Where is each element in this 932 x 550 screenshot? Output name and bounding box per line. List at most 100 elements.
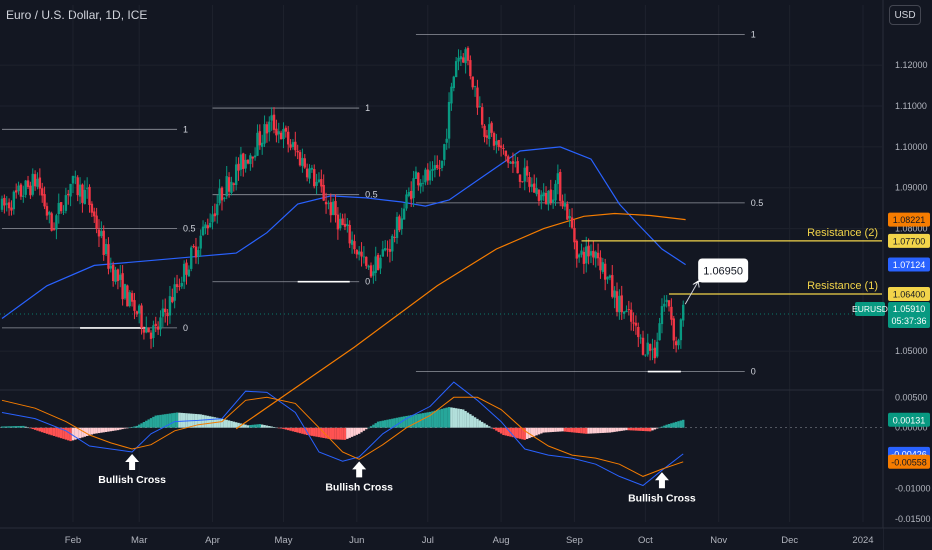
- macd-histogram-bar: [670, 423, 673, 428]
- macd-histogram-bar: [653, 427, 657, 430]
- currency-button[interactable]: USD: [889, 5, 921, 25]
- macd-histogram-bar: [497, 427, 500, 433]
- candle-body: [544, 192, 548, 204]
- macd-histogram-bar: [22, 425, 25, 428]
- fib-level-label: 1: [751, 29, 756, 39]
- time-tick-label: Jun: [349, 535, 364, 546]
- candle-body: [69, 183, 72, 197]
- candle-body: [265, 124, 269, 134]
- candle-body: [123, 284, 127, 299]
- bullish-cross-label: Bullish Cross: [98, 474, 166, 486]
- macd-histogram-bar: [216, 417, 219, 428]
- candle-body: [353, 241, 356, 250]
- candle-body: [362, 256, 366, 258]
- macd-histogram-bar: [336, 427, 340, 440]
- macd-histogram-bar: [166, 413, 169, 428]
- candle-body: [126, 285, 129, 307]
- candle-body: [357, 251, 361, 255]
- macd-histogram-bar: [45, 427, 49, 434]
- macd-histogram-bar: [566, 427, 569, 432]
- candle-body: [90, 203, 94, 213]
- macd-histogram-bar: [12, 426, 16, 428]
- macd-histogram-bar: [100, 427, 103, 433]
- candle-body: [611, 275, 614, 297]
- candle-body: [55, 215, 58, 230]
- macd-histogram-bar: [485, 424, 489, 428]
- candle-body: [369, 265, 373, 277]
- price-badge-bg: [888, 286, 930, 301]
- macd-histogram-bar: [627, 427, 631, 431]
- macd-histogram-bar: [24, 426, 27, 428]
- candle-body: [237, 163, 240, 171]
- candle-body: [502, 148, 505, 150]
- macd-histogram-bar: [149, 418, 153, 428]
- candle-body: [178, 285, 181, 287]
- macd-histogram-bar: [331, 427, 335, 440]
- candle-body: [14, 190, 18, 193]
- macd-histogram-bar: [367, 427, 370, 429]
- candle-body: [637, 326, 640, 338]
- candle-body: [142, 329, 146, 333]
- macd-histogram-bar: [232, 421, 236, 428]
- macd-histogram-bar: [594, 427, 597, 434]
- candle-body: [421, 182, 425, 184]
- candle-body: [346, 224, 349, 226]
- macd-histogram-bar: [208, 416, 212, 428]
- time-tick-label: Sep: [566, 535, 583, 546]
- price-tick-label: 1.10000: [895, 142, 928, 152]
- macd-histogram-bar: [36, 427, 39, 431]
- macd-histogram-bar: [294, 427, 297, 432]
- macd-histogram-bar: [59, 427, 63, 439]
- macd-histogram-bar: [634, 427, 638, 431]
- macd-histogram-bar: [178, 412, 181, 428]
- candle-body: [145, 327, 148, 333]
- macd-histogram-bar: [540, 427, 543, 434]
- candle-body: [329, 202, 332, 216]
- macd-line: [1, 381, 684, 487]
- macd-histogram-bar: [476, 418, 479, 428]
- price-badge-bg: [888, 212, 930, 227]
- candle-body: [438, 168, 441, 169]
- macd-histogram-bar: [350, 427, 354, 437]
- macd-histogram-bar: [135, 425, 139, 428]
- candle-body: [350, 239, 354, 245]
- candle-body: [417, 172, 420, 186]
- candle-body: [315, 181, 318, 186]
- candle-body: [535, 188, 538, 195]
- macd-histogram-bar: [369, 426, 373, 428]
- macd-histogram-bar: [320, 427, 323, 438]
- candle-body: [634, 322, 638, 326]
- candle-body: [561, 200, 564, 207]
- macd-histogram-bar: [270, 426, 273, 428]
- macd-histogram-bar: [674, 421, 678, 428]
- candles: [0, 46, 685, 364]
- macd-histogram-bar: [7, 426, 11, 428]
- macd-histogram-bar: [622, 427, 626, 431]
- time-tick-label: Jul: [422, 535, 434, 546]
- target-arrow-line: [684, 281, 699, 305]
- candle-body: [130, 293, 134, 302]
- candle-body: [3, 197, 6, 206]
- macd-histogram-bar: [488, 426, 491, 428]
- candle-body: [551, 199, 555, 203]
- macd-histogram-bar: [67, 427, 70, 441]
- candle-body: [521, 181, 524, 183]
- candle-body: [192, 245, 195, 247]
- candle-body: [632, 322, 635, 324]
- candle-body: [618, 295, 621, 313]
- macd-histogram-bar: [308, 427, 311, 436]
- macd-histogram-bar: [660, 426, 664, 428]
- moving-average-line: [1, 146, 686, 319]
- candle-body: [537, 189, 541, 201]
- macd-histogram-bar: [52, 427, 56, 436]
- candle-body: [76, 177, 79, 196]
- time-tick-label: Feb: [65, 535, 81, 546]
- candle-body: [324, 201, 328, 205]
- price-tick-label: 1.11000: [895, 101, 927, 111]
- candle-body: [298, 152, 302, 166]
- candle-body: [573, 227, 576, 243]
- macd-histogram-bar: [324, 427, 328, 439]
- candle-body: [59, 202, 63, 212]
- macd-histogram-bar: [339, 427, 342, 440]
